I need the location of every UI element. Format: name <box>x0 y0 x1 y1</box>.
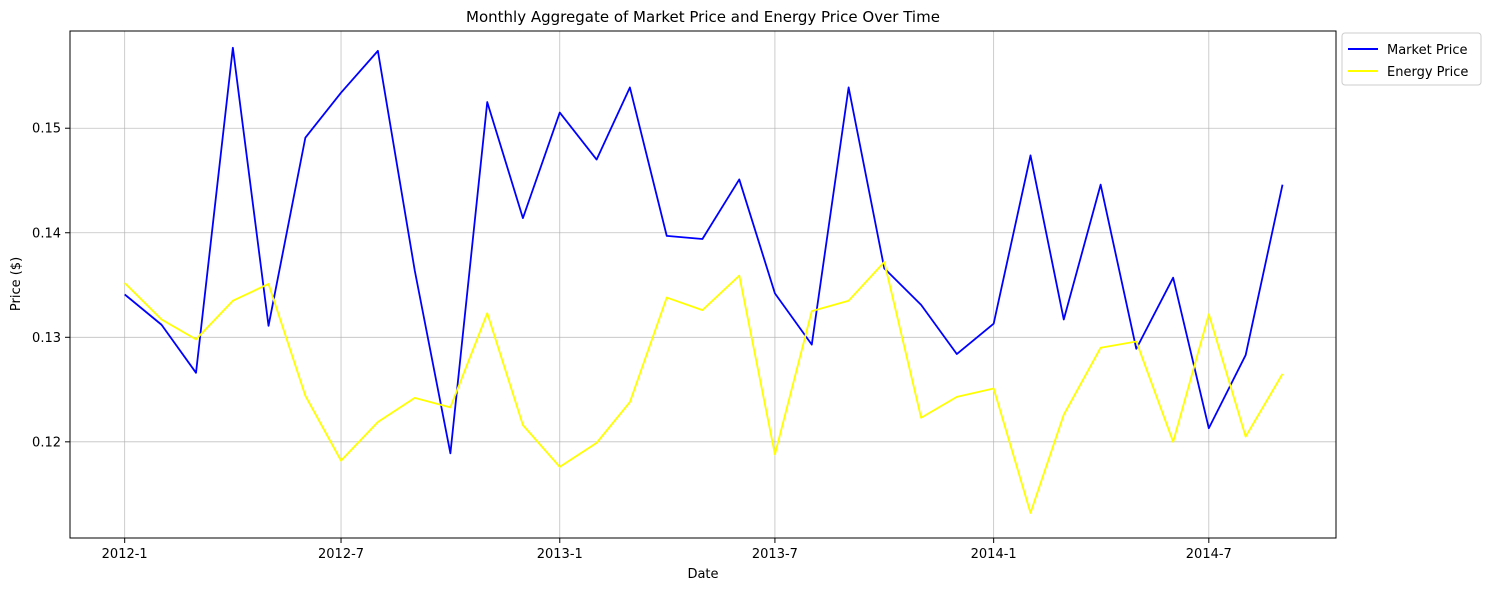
y-tick-label: 0.14 <box>32 226 61 241</box>
y-axis-label: Price ($) <box>9 257 24 311</box>
grid-lines <box>70 31 1336 538</box>
x-tick-label: 2012-1 <box>102 547 148 562</box>
series-line-energy-price <box>124 261 1284 514</box>
chart-title: Monthly Aggregate of Market Price and En… <box>466 8 940 26</box>
legend-label-market-price: Market Price <box>1387 43 1468 58</box>
x-tick-label: 2013-1 <box>537 547 583 562</box>
plot-area-frame <box>69 30 1337 539</box>
axis-ticks: 2012-1 2012-7 2013-1 2013-7 2014-1 2014-7 0.12… <box>32 122 1232 562</box>
x-axis-label: Date <box>687 567 718 582</box>
x-tick-label: 2014-7 <box>1186 547 1232 562</box>
y-tick-label: 0.12 <box>32 435 61 450</box>
x-tick-label: 2013-7 <box>752 547 798 562</box>
y-tick-label: 0.15 <box>32 122 61 137</box>
legend-label-energy-price: Energy Price <box>1387 65 1468 80</box>
legend: Market Price Energy Price <box>1341 32 1482 86</box>
x-tick-label: 2012-7 <box>318 547 364 562</box>
x-tick-label: 2014-1 <box>971 547 1017 562</box>
series-line-market-price <box>124 46 1284 455</box>
y-tick-label: 0.13 <box>32 331 61 346</box>
series-lines <box>124 46 1284 514</box>
